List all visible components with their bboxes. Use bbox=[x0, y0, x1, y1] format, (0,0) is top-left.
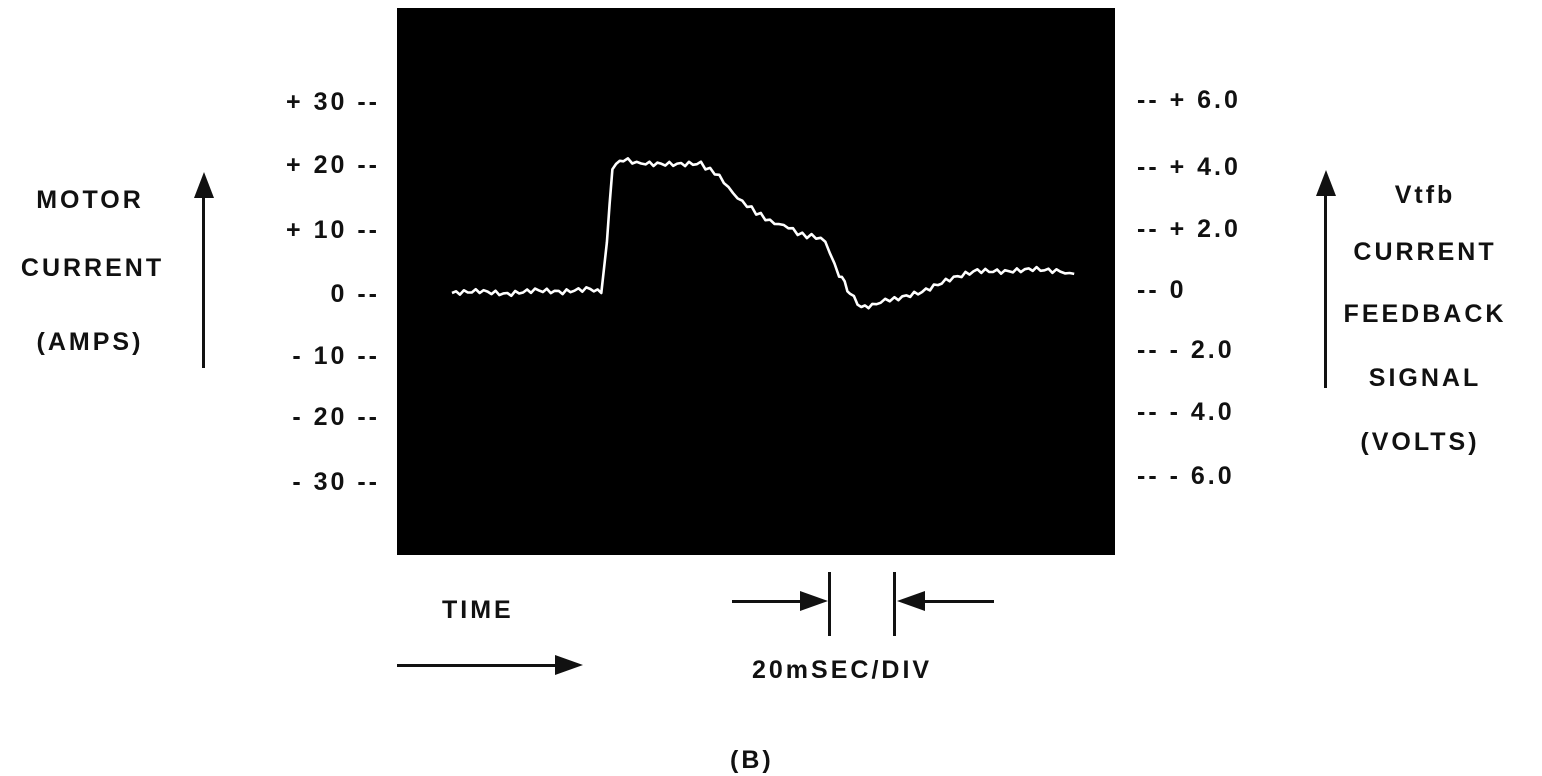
time-arrow-shaft bbox=[397, 664, 562, 667]
left-tick-label: 0 -- bbox=[330, 280, 380, 308]
left-axis-arrow-head-icon bbox=[194, 172, 214, 198]
right-tick-label: -- 0 bbox=[1137, 276, 1187, 304]
scope-screen bbox=[397, 8, 1115, 555]
right-tick-label: -- + 2.0 bbox=[1137, 215, 1241, 243]
div-marker-right-arrow-shaft bbox=[918, 600, 994, 603]
time-arrow-head-icon bbox=[555, 655, 583, 675]
time-scale-label: 20mSEC/DIV bbox=[752, 656, 933, 684]
left-tick-label: + 20 -- bbox=[286, 151, 380, 179]
left-tick-label: - 30 -- bbox=[292, 468, 380, 496]
right-axis-label-line-1: Vtfb bbox=[1394, 181, 1456, 209]
right-tick-label: -- - 2.0 bbox=[1137, 336, 1235, 364]
right-axis-label-line-5: (VOLTS) bbox=[1360, 428, 1480, 456]
right-axis-label-line-2: CURRENT bbox=[1353, 238, 1497, 266]
div-marker-left-arrow-head-icon bbox=[800, 591, 828, 611]
right-axis-arrow-shaft bbox=[1324, 190, 1327, 388]
right-axis-label-line-3: FEEDBACK bbox=[1343, 300, 1507, 328]
right-axis-label-line-4: SIGNAL bbox=[1368, 364, 1482, 392]
panel-label: (B) bbox=[730, 746, 774, 774]
left-tick-label: + 30 -- bbox=[286, 88, 380, 116]
div-marker-left-arrow-shaft bbox=[732, 600, 808, 603]
right-tick-label: -- - 6.0 bbox=[1137, 462, 1235, 490]
left-tick-label: - 20 -- bbox=[292, 403, 380, 431]
right-tick-label: -- - 4.0 bbox=[1137, 398, 1235, 426]
right-axis-arrow-head-icon bbox=[1316, 170, 1336, 196]
right-tick-label: -- + 6.0 bbox=[1137, 86, 1241, 114]
current-trace-line bbox=[451, 157, 1075, 310]
left-axis-label-line-3: (AMPS) bbox=[36, 328, 144, 356]
left-tick-label: + 10 -- bbox=[286, 216, 380, 244]
div-marker-right-arrow-head-icon bbox=[897, 591, 925, 611]
left-axis-label-line-1: MOTOR bbox=[36, 186, 144, 214]
div-marker-left-bar bbox=[828, 572, 831, 636]
left-axis-arrow-shaft bbox=[202, 192, 205, 368]
right-tick-label: -- + 4.0 bbox=[1137, 153, 1241, 181]
div-marker-right-bar bbox=[893, 572, 896, 636]
left-axis-label-line-2: CURRENT bbox=[20, 254, 165, 282]
left-tick-label: - 10 -- bbox=[292, 342, 380, 370]
x-axis-label: TIME bbox=[442, 596, 514, 624]
